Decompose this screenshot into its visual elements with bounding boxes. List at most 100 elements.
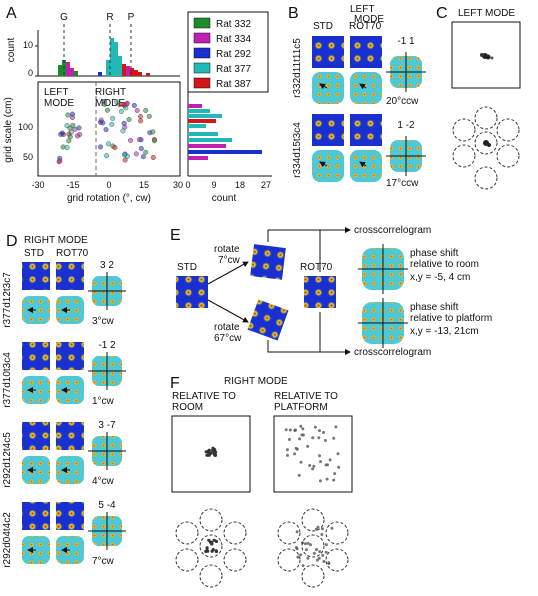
shift-point <box>311 436 315 440</box>
top-hist-ytick-0: 0 <box>28 68 33 78</box>
legend-label: Rat 377 <box>216 64 251 75</box>
shift-point <box>210 542 214 546</box>
peak-label-p: P <box>128 12 135 23</box>
shift-point <box>330 526 334 530</box>
panel-d: D RIGHT MODE STD ROT70 r377d12t3c7 3 2 3°c… <box>2 233 126 568</box>
top-hist-ylabel: count <box>6 38 17 63</box>
panel-f-left-title-1: RELATIVE TO <box>172 391 236 402</box>
rate-map-rot70 <box>304 276 336 308</box>
shift-point <box>287 438 291 441</box>
shift-point <box>318 550 322 554</box>
xtick-15: 15 <box>139 180 149 190</box>
top-hist-ytick-10: 10 <box>23 40 33 50</box>
rate-map <box>56 502 84 530</box>
autocorrelogram <box>312 72 344 104</box>
rate-map <box>22 262 50 290</box>
scatter-point <box>103 127 109 133</box>
autocorrelogram <box>312 150 344 182</box>
scatter-point <box>64 144 70 150</box>
scatter-point <box>143 107 149 113</box>
shift-point <box>320 533 324 536</box>
scatter-point <box>122 157 128 163</box>
scatter-point <box>146 113 152 119</box>
scatter-point <box>131 102 137 108</box>
panel-b: B STD ROT70 LEFT MODE r332d11t11c5 r334d… <box>288 4 426 189</box>
panel-b-cell-id-2: r334d15t3c4 <box>292 122 303 178</box>
legend-label: Rat 334 <box>216 34 251 45</box>
right-xtick-9: 9 <box>211 180 216 190</box>
xtick-m15: -15 <box>66 180 79 190</box>
legend-swatch <box>193 47 211 59</box>
panel-f: F RIGHT MODE RELATIVE TO ROOM RELATIVE T… <box>170 375 353 588</box>
scatter-ytick-50: 50 <box>23 152 33 162</box>
panel-a-letter: A <box>6 5 17 22</box>
shift-point <box>295 530 299 534</box>
panel-f-left-title-2: ROOM <box>172 402 203 413</box>
panel-e-plat-1: phase shift <box>410 302 459 313</box>
scatter-point <box>127 137 133 143</box>
panel-d-title: RIGHT MODE <box>24 235 88 246</box>
panel-d-row: r292d12t4c5 3 -7 4°cw <box>2 420 126 488</box>
panel-e-letter: E <box>170 227 181 244</box>
panel-b-col-std: STD <box>313 21 333 32</box>
legend-label: Rat 332 <box>216 19 251 30</box>
shift-point <box>312 464 316 468</box>
panel-f-title: RIGHT MODE <box>224 376 288 387</box>
panel-e-plat-2: relative to platform <box>410 313 492 324</box>
shift-point <box>321 553 325 557</box>
scatter-point <box>112 144 118 150</box>
shift-point <box>295 447 299 451</box>
mode-right-1: RIGHT <box>95 87 126 98</box>
shift-point <box>306 556 310 560</box>
rate-map <box>312 36 344 68</box>
shift-point <box>325 477 329 481</box>
shift-point <box>309 543 313 547</box>
scatter-point <box>140 154 146 160</box>
shift-point <box>285 448 289 452</box>
scatter-point <box>118 108 124 114</box>
scatter-point <box>59 130 65 136</box>
right-xtick-0: 0 <box>185 180 190 190</box>
phase-shift-label: -1 2 <box>98 340 116 351</box>
shift-point <box>304 548 308 552</box>
shift-point <box>297 473 301 477</box>
panel-e-xcorr-2: crosscorrelogram <box>354 347 431 358</box>
shift-point <box>212 449 216 454</box>
shift-point <box>205 546 209 550</box>
rotation-label: 7°cw <box>92 556 115 567</box>
panel-b-rot-1: 20°ccw <box>386 96 419 107</box>
mode-right-2: MODE <box>95 98 125 109</box>
scatter-point <box>126 116 132 122</box>
panel-b-rot-2: 17°ccw <box>386 178 419 189</box>
shift-point <box>284 428 288 432</box>
shift-point <box>210 549 214 553</box>
scatter-point <box>150 129 156 135</box>
shift-point <box>294 428 297 432</box>
shift-point <box>299 424 303 428</box>
scatter-point <box>74 133 80 139</box>
right-xlabel: count <box>212 193 237 204</box>
scatter-point <box>120 128 126 134</box>
panel-f-circle-grid-right <box>277 508 349 588</box>
panel-a-scatter: LEFT MODE RIGHT MODE grid scale (cm) 50 … <box>3 81 183 204</box>
panel-d-row: r292d04t4c2 5 -4 7°cw <box>2 500 126 568</box>
shift-point <box>214 539 218 544</box>
right-xtick-27: 27 <box>261 180 271 190</box>
xtick-m30: -30 <box>31 180 44 190</box>
shift-point <box>303 542 307 546</box>
shift-point <box>318 479 322 483</box>
scatter-point <box>133 151 139 157</box>
shift-point <box>333 472 337 476</box>
panel-d-row: r377d10t3c4 -1 2 1°cw <box>2 340 126 408</box>
shift-point <box>212 452 216 456</box>
phase-shift-label: 3 2 <box>100 260 114 271</box>
panel-c-title: LEFT MODE <box>458 8 515 19</box>
shift-point <box>295 547 299 551</box>
shift-point <box>316 525 320 529</box>
top-hist-bars <box>58 38 150 76</box>
shift-point <box>322 560 326 563</box>
rate-map <box>312 114 344 146</box>
shift-point <box>328 458 332 462</box>
panel-b-mode-2: MODE <box>354 14 384 25</box>
